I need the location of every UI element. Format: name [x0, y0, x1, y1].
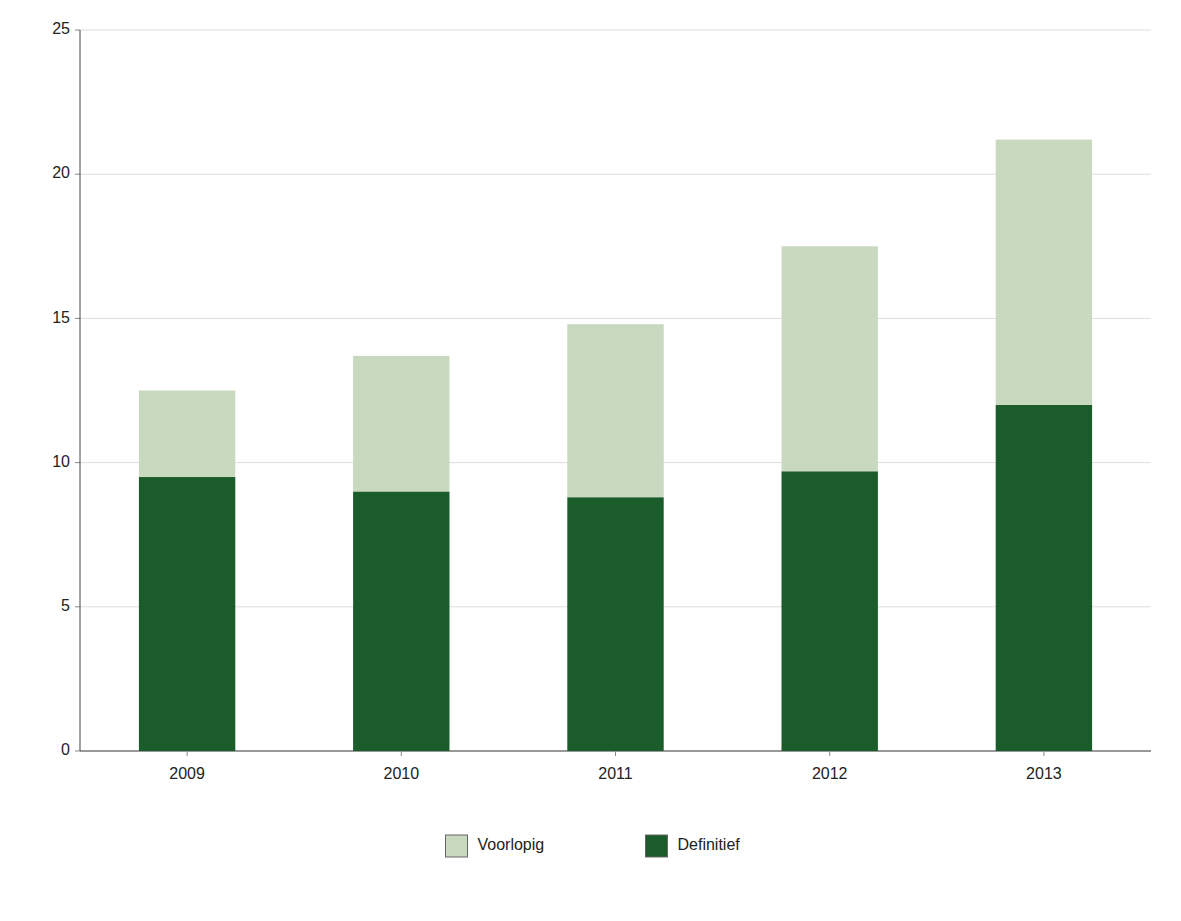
y-tick-label: 25 [52, 20, 70, 37]
y-tick-label: 15 [52, 309, 70, 326]
grid-line [80, 30, 1151, 31]
x-tick-label: 2012 [812, 765, 848, 782]
bar [782, 246, 878, 471]
chart-svg: 0 5 10 15 20 25 2009 2010 2011 2012 2013 Voorlopig D… [0, 0, 1181, 921]
bar [353, 356, 449, 492]
legend-label: Voorlopig [478, 836, 545, 853]
x-tick [1043, 751, 1044, 756]
x-tick [401, 751, 402, 756]
y-tick-label: 10 [52, 453, 70, 470]
legend: Voorlopig Definitief [446, 835, 741, 857]
y-tick-label: 5 [61, 597, 70, 614]
y-tick-label: 20 [52, 164, 70, 181]
x-tick [615, 751, 616, 756]
bar [567, 497, 663, 751]
x-tick-label: 2010 [384, 765, 420, 782]
legend-swatch [646, 835, 668, 857]
bars [139, 140, 1092, 751]
bar [782, 471, 878, 751]
x-tick-label: 2013 [1026, 765, 1062, 782]
y-tick [75, 174, 80, 175]
grid-line [80, 174, 1151, 175]
y-tick [75, 606, 80, 607]
grid-line [80, 318, 1151, 319]
y-tick [75, 318, 80, 319]
x-tick-label: 2011 [598, 765, 633, 782]
bar [567, 324, 663, 497]
bar [996, 405, 1092, 751]
x-tick [829, 751, 830, 756]
grid [80, 30, 1151, 751]
axes: 0 5 10 15 20 25 2009 2010 2011 2012 2013 [52, 20, 1151, 782]
x-tick [187, 751, 188, 756]
bar [139, 391, 235, 478]
y-tick [75, 30, 80, 31]
legend-label: Definitief [678, 836, 741, 853]
y-tick-label: 0 [61, 741, 70, 758]
y-axis-line [80, 30, 81, 751]
bar [996, 140, 1092, 405]
bar [353, 491, 449, 751]
chart-container: 0 5 10 15 20 25 2009 2010 2011 2012 2013 Voorlopig D… [0, 0, 1181, 921]
bar [139, 477, 235, 751]
y-tick [75, 462, 80, 463]
y-tick [75, 751, 80, 752]
x-tick-label: 2009 [169, 765, 205, 782]
legend-swatch [446, 835, 468, 857]
